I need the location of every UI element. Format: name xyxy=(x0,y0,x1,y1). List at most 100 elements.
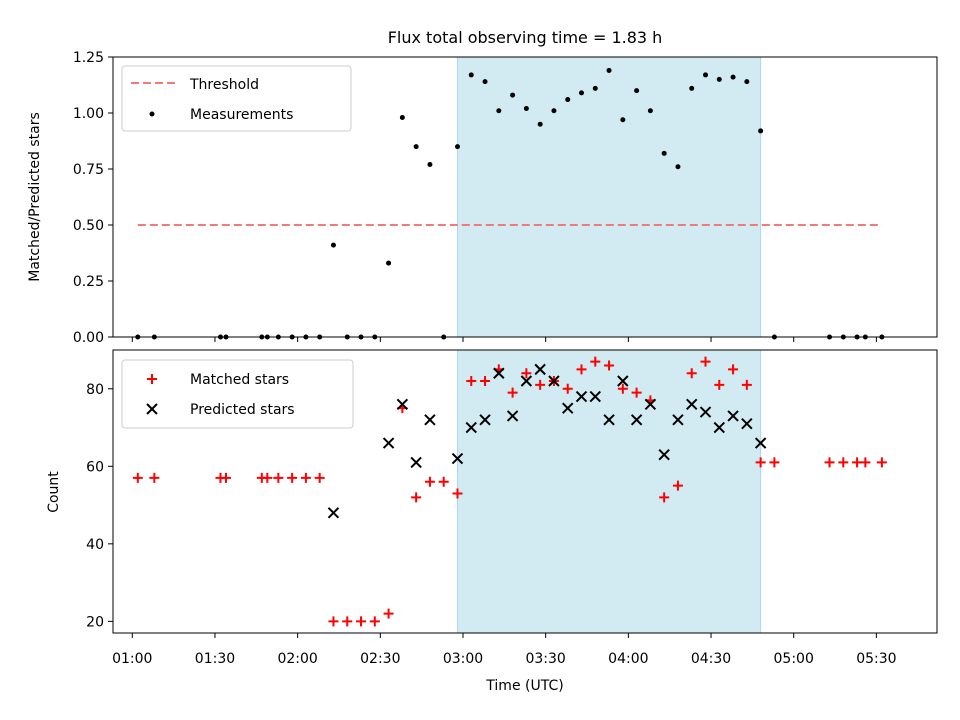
predicted-star-point xyxy=(451,452,464,465)
matched-star-point xyxy=(149,472,160,483)
top-legend-box xyxy=(121,65,352,132)
predicted-star-point xyxy=(699,406,712,418)
matched-star-point xyxy=(480,376,491,387)
top-observing-interval-shade xyxy=(456,56,762,338)
matched-star-point xyxy=(590,356,601,367)
measurement-points xyxy=(135,67,885,340)
matched-star-point xyxy=(507,387,518,398)
bottom-y-tick-label: 60 xyxy=(86,459,104,475)
top-legend: Threshold Measurements xyxy=(121,65,352,132)
matched-star-point xyxy=(328,616,339,627)
predicted-star-point xyxy=(562,402,574,414)
matched-star-point xyxy=(769,457,780,468)
bottom-legend: Matched stars Predicted stars xyxy=(121,359,354,429)
measurement-point xyxy=(730,74,736,80)
predicted-star-point xyxy=(644,398,657,410)
predicted-star-point xyxy=(727,410,739,422)
predicted-star-point xyxy=(410,456,422,469)
measurement-point xyxy=(427,162,433,168)
matched-star-point xyxy=(287,472,298,483)
matched-star-point xyxy=(356,616,367,627)
bottom-y-axis-label: Count xyxy=(46,471,62,513)
matched-star-point xyxy=(728,364,739,375)
x-tick-label: 03:30 xyxy=(525,651,565,667)
top-y-tick-label: 0.50 xyxy=(73,218,104,234)
predicted-star-point xyxy=(575,390,588,403)
bottom-legend-box xyxy=(121,359,354,429)
matched-star-point xyxy=(220,472,231,483)
predicted-star-point xyxy=(713,421,725,434)
legend-measurements-swatch xyxy=(149,111,155,117)
matched-star-point xyxy=(700,356,711,367)
top-y-tick-label: 0.00 xyxy=(73,330,104,346)
legend-measurements-label: Measurements xyxy=(190,107,293,123)
bottom-x-axis-ticks: 01:00 01:30 02:00 02:30 03:00 03:30 04:00 04:30… xyxy=(112,633,897,667)
matched-star-point xyxy=(659,492,670,503)
predicted-star-point xyxy=(424,414,436,426)
top-x-axis-ticks xyxy=(131,337,877,342)
matched-star-point xyxy=(411,492,422,503)
measurement-point xyxy=(634,88,640,94)
measurement-point xyxy=(537,121,543,127)
predicted-star-point xyxy=(741,417,753,430)
matched-star-point xyxy=(824,457,835,468)
measurement-point xyxy=(523,106,529,112)
legend-predicted-swatch xyxy=(146,403,158,415)
measurement-point xyxy=(565,97,571,103)
legend-predicted-label: Predicted stars xyxy=(190,402,295,418)
top-y-tick-label: 0.25 xyxy=(73,274,104,290)
measurement-point xyxy=(386,260,392,266)
matched-star-point xyxy=(132,472,143,483)
x-tick-label: 03:00 xyxy=(443,651,483,667)
matched-star-point xyxy=(672,480,683,491)
measurement-point xyxy=(716,76,722,82)
top-y-tick-label: 1.00 xyxy=(73,106,104,122)
top-y-axis-label: Matched/Predicted stars xyxy=(27,112,43,282)
matched-star-point xyxy=(424,476,435,487)
matched-star-point xyxy=(273,472,284,483)
matched-star-point xyxy=(876,457,887,468)
matched-star-point xyxy=(262,472,273,483)
top-panel: Flux total observing time = 1.83 h 0.000… xyxy=(27,28,938,346)
matched-star-point xyxy=(438,476,449,487)
predicted-star-point xyxy=(493,367,505,379)
measurement-point xyxy=(689,85,695,91)
predicted-star-point xyxy=(465,421,477,434)
measurement-point xyxy=(578,90,584,96)
top-plot-frame xyxy=(112,56,938,338)
measurement-point xyxy=(592,85,598,91)
predicted-star-point xyxy=(589,390,601,403)
measurement-point xyxy=(468,72,474,78)
x-tick-label: 05:00 xyxy=(774,651,814,667)
measurement-point xyxy=(744,79,750,85)
predicted-star-point xyxy=(630,414,643,426)
matched-star-point xyxy=(714,379,725,390)
matched-star-point xyxy=(466,376,477,387)
x-axis-label: Time (UTC) xyxy=(485,678,563,694)
measurement-point xyxy=(620,117,626,123)
predicted-star-point xyxy=(382,437,395,449)
bottom-observing-interval-shade xyxy=(456,349,762,634)
predicted-star-point xyxy=(686,398,698,410)
predicted-star-point xyxy=(548,375,560,387)
x-tick-label: 01:00 xyxy=(112,651,152,667)
x-tick-label: 02:00 xyxy=(277,651,317,667)
matched-star-point xyxy=(452,488,463,499)
predicted-star-point xyxy=(520,375,533,387)
bottom-y-tick-label: 40 xyxy=(86,537,104,553)
x-tick-label: 01:30 xyxy=(195,651,235,667)
legend-matched-label: Matched stars xyxy=(190,372,289,388)
bottom-y-axis-ticks: 20 40 60 80 xyxy=(86,382,113,630)
matched-star-point xyxy=(686,368,697,379)
x-tick-label: 04:30 xyxy=(691,651,731,667)
measurement-point xyxy=(330,242,336,248)
x-tick-label: 02:30 xyxy=(360,651,400,667)
predicted-star-point xyxy=(327,507,340,519)
x-tick-label: 05:30 xyxy=(856,651,896,667)
predicted-star-point xyxy=(534,363,546,376)
measurement-point xyxy=(606,67,612,73)
measurement-point xyxy=(661,150,667,156)
top-y-axis-ticks: 0.00 0.25 0.50 0.75 1.00 1.25 xyxy=(73,50,113,346)
